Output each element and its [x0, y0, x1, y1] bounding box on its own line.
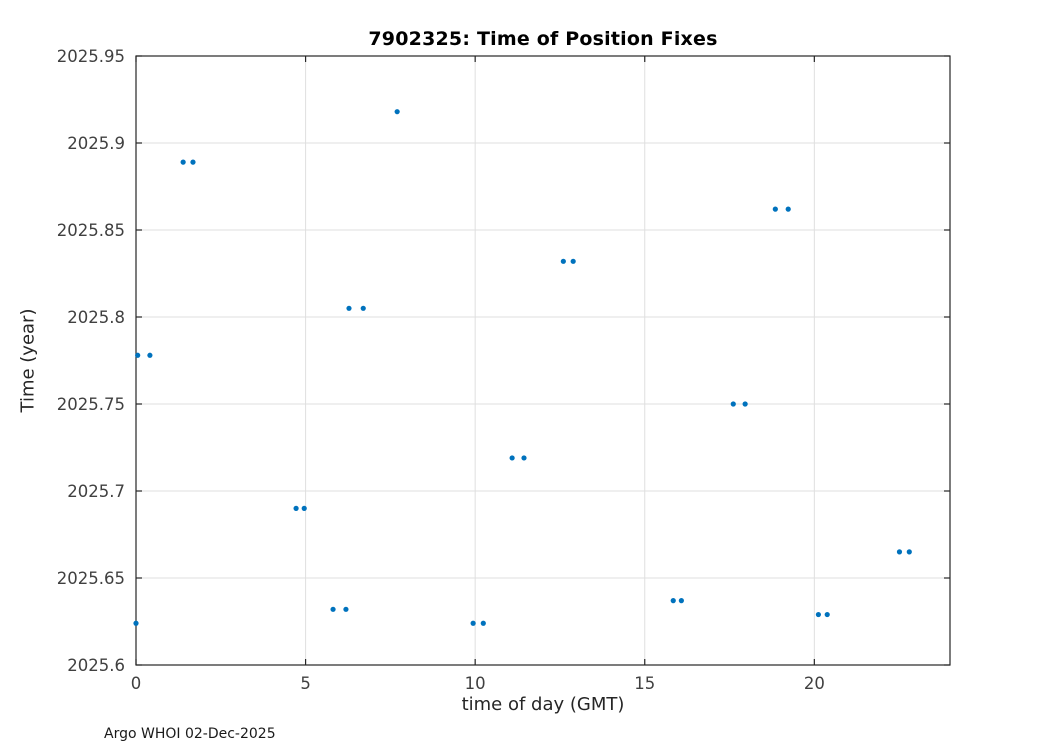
data-point [343, 606, 349, 612]
x-tick-label: 15 [634, 674, 655, 693]
chart-title: 7902325: Time of Position Fixes [368, 28, 718, 50]
data-point [678, 598, 684, 604]
data-point [509, 455, 515, 461]
data-point [896, 549, 903, 555]
data-point [730, 401, 736, 407]
data-point [570, 258, 576, 264]
data-point [394, 109, 400, 115]
footer-attribution: Argo WHOI 02-Dec-2025 [104, 726, 276, 742]
y-tick-label: 2025.75 [57, 395, 125, 414]
data-point [521, 455, 527, 461]
x-tick-label: 5 [300, 674, 311, 693]
data-point [670, 598, 676, 604]
y-tick-label: 2025.65 [57, 569, 125, 588]
data-point [480, 620, 486, 626]
x-tick-label: 10 [465, 674, 486, 693]
x-axis-label: time of day (GMT) [461, 694, 625, 715]
x-tick-label: 0 [131, 674, 142, 693]
data-point [906, 549, 912, 555]
data-point [785, 206, 791, 212]
y-tick-label: 2025.95 [57, 47, 125, 66]
data-point [190, 159, 196, 165]
plot-box [135, 55, 951, 666]
data-point [560, 258, 566, 264]
data-point [346, 305, 352, 311]
data-point [133, 620, 139, 626]
data-point [742, 401, 748, 407]
data-point [330, 606, 336, 612]
y-tick-label: 2025.9 [67, 134, 125, 153]
y-tick-label: 2025.6 [67, 656, 125, 675]
data-point [470, 620, 476, 626]
y-tick-label: 2025.85 [57, 221, 125, 240]
data-point [301, 505, 307, 511]
data-point [180, 159, 186, 165]
data-point [293, 505, 299, 511]
data-point [824, 611, 830, 618]
data-point [135, 352, 141, 358]
y-tick-label: 2025.7 [67, 482, 125, 501]
data-point [147, 352, 153, 358]
y-tick-label: 2025.8 [67, 308, 125, 327]
data-point [815, 611, 822, 618]
data-point [772, 206, 778, 212]
x-tick-label: 20 [804, 674, 825, 693]
y-axis-label: Time (year) [17, 308, 39, 413]
data-point [360, 305, 366, 311]
